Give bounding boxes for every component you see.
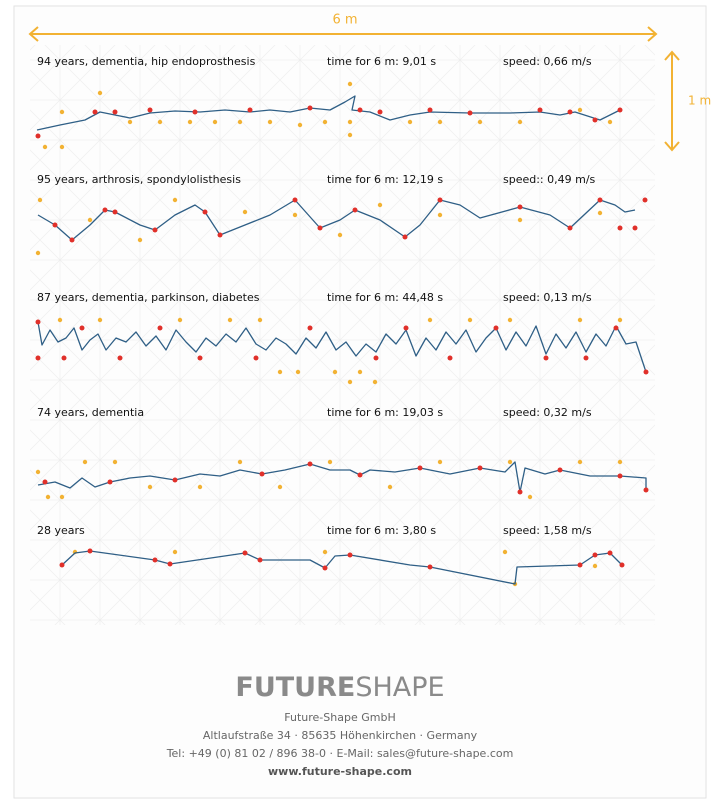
logo: FUTURESHAPE	[235, 672, 444, 703]
address: Altlaufstraße 34 · 85635 Höhenkirchen · …	[203, 729, 478, 742]
row-description: 94 years, dementia, hip endoprosthesis	[37, 55, 256, 68]
gait-3	[35, 317, 649, 385]
width-label: 6 m	[332, 13, 357, 28]
row-description: 28 years	[37, 524, 85, 537]
gait-5	[59, 548, 625, 587]
row-time: time for 6 m: 9,01 s	[327, 55, 436, 68]
gait-2	[35, 197, 648, 256]
logo-first: FUTURE	[235, 672, 355, 703]
row-time: time for 6 m: 3,80 s	[327, 524, 436, 537]
gait-1	[35, 81, 623, 150]
height-label: 1 m	[688, 94, 711, 108]
height-arrow	[664, 50, 680, 152]
contact: Tel: +49 (0) 81 02 / 896 38-0 · E-Mail: …	[166, 747, 514, 760]
row-time: time for 6 m: 19,03 s	[327, 406, 443, 419]
row-description: 95 years, arthrosis, spondylolisthesis	[37, 173, 241, 186]
row-description: 87 years, dementia, parkinson, diabetes	[37, 291, 260, 304]
logo-second: SHAPE	[355, 672, 444, 703]
company: Future-Shape GmbH	[284, 711, 395, 724]
row-speed: speed: 1,58 m/s	[503, 524, 592, 537]
row-speed: speed: 0,66 m/s	[503, 55, 592, 68]
row-time: time for 6 m: 44,48 s	[327, 291, 443, 304]
gait-4	[35, 459, 649, 500]
row-time: time for 6 m: 12,19 s	[327, 173, 443, 186]
grid-background	[30, 45, 655, 625]
row-description: 74 years, dementia	[37, 406, 144, 419]
row-speed: speed: 0,32 m/s	[503, 406, 592, 419]
website: www.future-shape.com	[268, 765, 412, 778]
row-speed: speed:: 0,49 m/s	[503, 173, 596, 186]
row-labels: 94 years, dementia, hip endoprosthesis t…	[37, 55, 596, 537]
width-arrow	[28, 26, 658, 42]
row-speed: speed: 0,13 m/s	[503, 291, 592, 304]
